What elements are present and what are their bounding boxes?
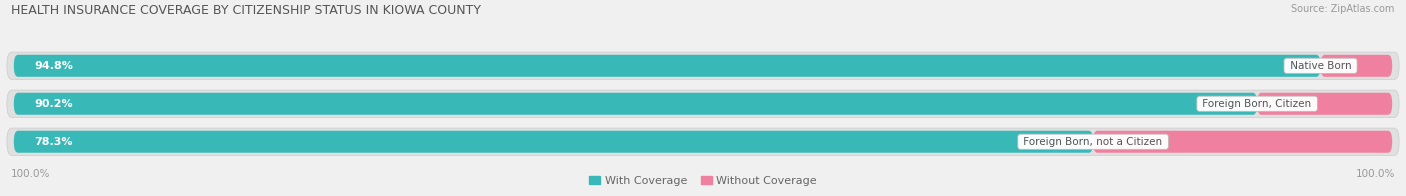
FancyBboxPatch shape [7,90,1399,117]
Text: 100.0%: 100.0% [1355,169,1395,179]
Text: Foreign Born, not a Citizen: Foreign Born, not a Citizen [1021,137,1166,147]
Text: 94.8%: 94.8% [35,61,73,71]
FancyBboxPatch shape [14,93,1257,115]
Text: Native Born: Native Born [1286,61,1354,71]
FancyBboxPatch shape [14,131,1092,153]
FancyBboxPatch shape [7,128,1399,155]
FancyBboxPatch shape [1257,93,1392,115]
Text: Foreign Born, Citizen: Foreign Born, Citizen [1199,99,1315,109]
FancyBboxPatch shape [7,52,1399,79]
Text: 100.0%: 100.0% [11,169,51,179]
Text: HEALTH INSURANCE COVERAGE BY CITIZENSHIP STATUS IN KIOWA COUNTY: HEALTH INSURANCE COVERAGE BY CITIZENSHIP… [11,4,481,17]
Text: Source: ZipAtlas.com: Source: ZipAtlas.com [1291,4,1395,14]
Text: 90.2%: 90.2% [35,99,73,109]
Text: 78.3%: 78.3% [35,137,73,147]
FancyBboxPatch shape [1092,131,1392,153]
FancyBboxPatch shape [14,55,1320,77]
FancyBboxPatch shape [1320,55,1392,77]
Legend: With Coverage, Without Coverage: With Coverage, Without Coverage [585,172,821,191]
